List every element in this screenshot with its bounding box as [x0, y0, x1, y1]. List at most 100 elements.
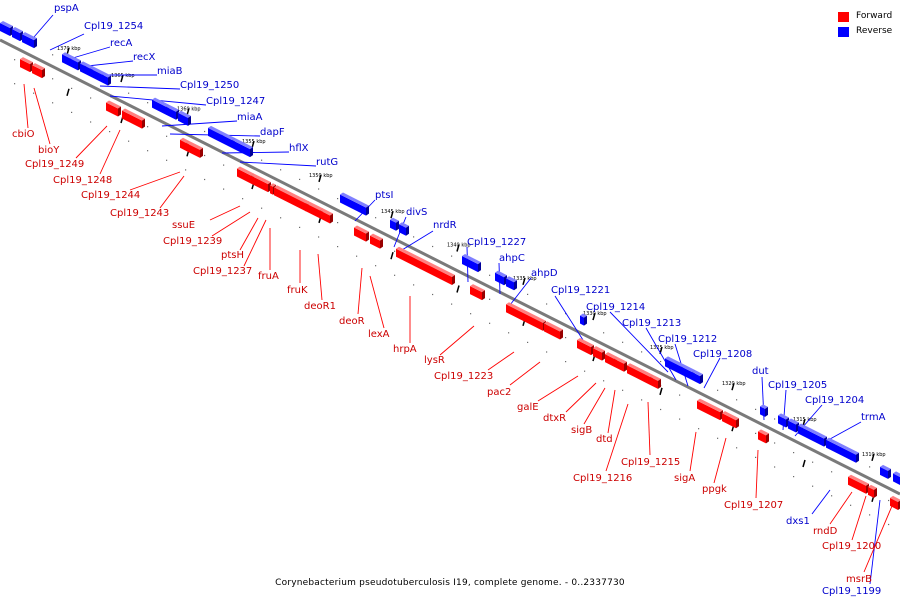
forward-gene[interactable]	[627, 365, 650, 385]
forward-gene-label[interactable]: sigB	[571, 425, 592, 436]
reverse-gene-label[interactable]: Cpl19_1227	[467, 237, 526, 248]
reverse-gene-label[interactable]: dapF	[260, 127, 285, 138]
forward-gene-label[interactable]: ptsH	[221, 250, 244, 261]
forward-gene[interactable]	[605, 354, 614, 367]
forward-gene-label[interactable]: cbiO	[12, 129, 35, 140]
forward-gene-label[interactable]: Cpl19_1244	[81, 190, 140, 201]
forward-gene[interactable]	[305, 202, 320, 219]
forward-gene[interactable]	[354, 227, 366, 242]
forward-gene-label[interactable]: deoR1	[304, 301, 336, 312]
forward-gene[interactable]	[274, 187, 306, 212]
reverse-gene[interactable]	[760, 406, 765, 417]
forward-gene[interactable]	[106, 102, 118, 117]
reverse-gene[interactable]	[778, 415, 786, 428]
forward-gene[interactable]	[544, 323, 560, 340]
forward-gene[interactable]	[758, 431, 766, 444]
forward-gene-label[interactable]: Cpl19_1207	[724, 500, 783, 511]
forward-gene-label[interactable]: galE	[517, 402, 539, 413]
reverse-gene-label[interactable]: ahpC	[499, 253, 525, 264]
forward-gene[interactable]	[396, 248, 452, 285]
reverse-gene[interactable]	[152, 99, 166, 115]
forward-gene[interactable]	[593, 348, 602, 361]
reverse-gene-label[interactable]: Cpl19_1204	[805, 395, 864, 406]
forward-gene[interactable]	[320, 210, 330, 224]
forward-gene-label[interactable]: Cpl19_1243	[110, 208, 169, 219]
forward-gene-label[interactable]: msrB	[846, 574, 872, 585]
forward-gene[interactable]	[650, 376, 658, 389]
reverse-gene-label[interactable]: Cpl19_1221	[551, 285, 610, 296]
forward-gene[interactable]	[470, 286, 482, 301]
forward-gene-label[interactable]: Cpl19_1248	[53, 175, 112, 186]
forward-gene[interactable]	[577, 340, 591, 356]
reverse-gene-label[interactable]: hflX	[289, 143, 309, 154]
reverse-gene[interactable]	[692, 372, 700, 385]
reverse-gene-label[interactable]: Cpl19_1199	[822, 586, 881, 597]
forward-gene-label[interactable]: lysR	[424, 355, 445, 366]
reverse-gene[interactable]	[12, 29, 20, 42]
reverse-gene-label[interactable]: nrdR	[433, 220, 457, 231]
reverse-gene[interactable]	[665, 358, 692, 381]
forward-gene-label[interactable]: Cpl19_1239	[163, 236, 222, 247]
reverse-gene[interactable]	[0, 23, 10, 37]
forward-gene[interactable]	[614, 358, 624, 372]
reverse-gene-label[interactable]: divS	[406, 207, 427, 218]
reverse-gene-label[interactable]: Cpl19_1213	[622, 318, 681, 329]
forward-gene[interactable]	[697, 400, 720, 421]
reverse-gene[interactable]	[826, 439, 856, 463]
forward-gene-label[interactable]: Cpl19_1223	[434, 371, 493, 382]
forward-gene[interactable]	[251, 175, 268, 193]
forward-gene-label[interactable]: Cpl19_1249	[25, 159, 84, 170]
reverse-gene[interactable]	[495, 272, 504, 286]
forward-gene[interactable]	[722, 413, 736, 429]
forward-gene[interactable]	[868, 486, 874, 498]
forward-gene-label[interactable]: pac2	[487, 387, 511, 398]
reverse-gene-label[interactable]: Cpl19_1212	[658, 334, 717, 345]
forward-gene-label[interactable]: deoR	[339, 316, 365, 327]
forward-gene[interactable]	[848, 476, 866, 494]
forward-gene[interactable]	[370, 235, 380, 249]
reverse-gene-label[interactable]: Cpl19_1208	[693, 349, 752, 360]
reverse-gene[interactable]	[798, 425, 824, 447]
forward-gene[interactable]	[270, 185, 273, 195]
reverse-gene[interactable]	[80, 63, 90, 77]
forward-gene[interactable]	[20, 59, 30, 73]
forward-gene-label[interactable]: rndD	[813, 526, 838, 537]
forward-gene[interactable]	[890, 497, 898, 510]
reverse-gene-label[interactable]: recX	[133, 52, 156, 63]
reverse-gene[interactable]	[340, 194, 366, 216]
forward-gene-label[interactable]: ppgk	[702, 484, 727, 495]
reverse-gene[interactable]	[399, 224, 406, 236]
reverse-gene[interactable]	[232, 140, 250, 158]
reverse-gene[interactable]	[390, 219, 396, 231]
forward-gene-label[interactable]: hrpA	[393, 344, 417, 355]
forward-gene[interactable]	[180, 139, 186, 151]
reverse-gene[interactable]	[506, 278, 514, 291]
reverse-gene-label[interactable]: ptsI	[375, 190, 393, 201]
reverse-gene-label[interactable]: Cpl19_1247	[206, 96, 265, 107]
reverse-gene[interactable]	[462, 256, 478, 273]
reverse-gene-label[interactable]: Cpl19_1254	[84, 21, 143, 32]
reverse-gene-label[interactable]: Cpl19_1214	[586, 302, 645, 313]
forward-gene-label[interactable]: Cpl19_1200	[822, 541, 881, 552]
forward-gene[interactable]	[32, 65, 42, 79]
reverse-gene-label[interactable]: trmA	[861, 412, 886, 423]
forward-gene-label[interactable]: Cpl19_1237	[193, 266, 252, 277]
forward-gene[interactable]	[237, 168, 251, 184]
reverse-gene[interactable]	[580, 315, 584, 326]
reverse-gene[interactable]	[880, 466, 888, 479]
forward-gene-label[interactable]: fruA	[258, 271, 279, 282]
reverse-gene-label[interactable]: rutG	[316, 157, 338, 168]
forward-gene[interactable]	[506, 304, 543, 331]
reverse-gene-label[interactable]: pspA	[54, 3, 79, 14]
forward-gene-label[interactable]: sigA	[674, 473, 695, 484]
forward-gene-label[interactable]: dtxR	[543, 413, 566, 424]
forward-gene[interactable]	[122, 110, 142, 129]
reverse-gene-label[interactable]: dxs1	[786, 516, 810, 527]
reverse-gene-label[interactable]: dut	[752, 366, 769, 377]
reverse-gene-label[interactable]: miaA	[237, 112, 263, 123]
reverse-gene-label[interactable]: ahpD	[531, 268, 558, 279]
reverse-gene-label[interactable]: Cpl19_1250	[180, 80, 239, 91]
forward-gene-label[interactable]: Cpl19_1216	[573, 473, 632, 484]
forward-gene[interactable]	[186, 142, 200, 158]
reverse-gene[interactable]	[62, 54, 78, 71]
